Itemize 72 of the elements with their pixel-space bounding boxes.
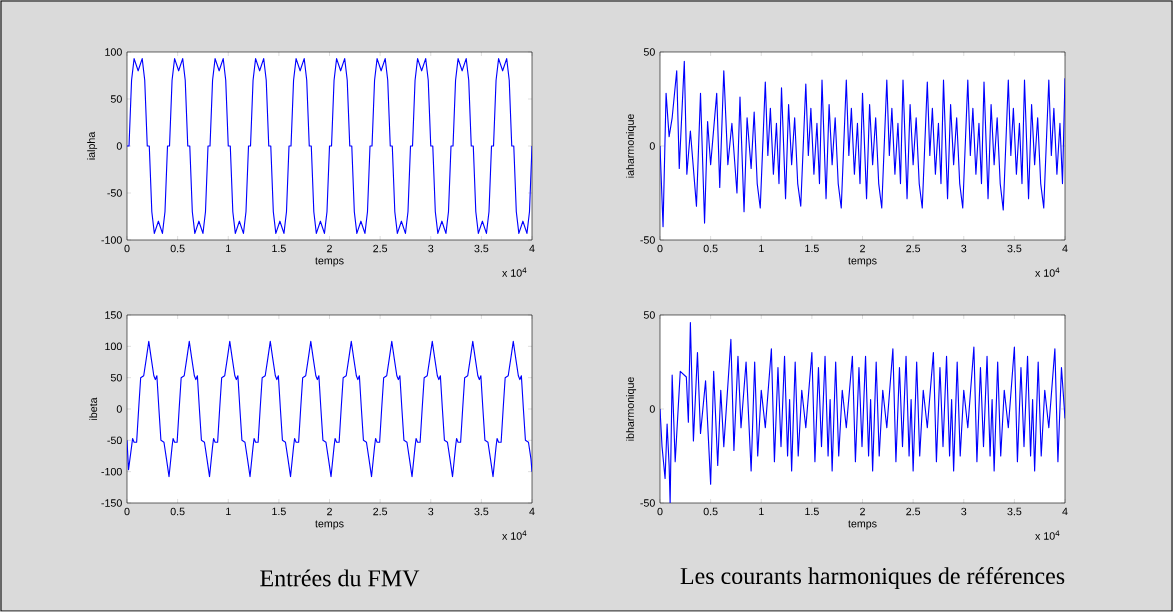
line-series <box>660 60 1066 228</box>
x-tick-label: 1 <box>759 507 764 516</box>
text: x 10$^{4}$ <box>1035 267 1060 277</box>
x-tick-label: 0 <box>657 507 663 516</box>
x-tick-label: 1 <box>759 244 764 253</box>
x-axis-title: temps <box>848 520 877 530</box>
x-tick-label: 0 <box>657 244 663 253</box>
text: Les courants harmoniques de références <box>680 567 1065 589</box>
y-tick-label: 0 <box>649 405 655 413</box>
text: x 10$^{4}$ <box>1035 530 1060 540</box>
line-series <box>127 58 533 234</box>
x-axis-title: temps <box>315 257 344 267</box>
text: Entrées du FMV <box>260 569 420 587</box>
text: x 10$^{4}$ <box>502 267 527 277</box>
x-tick-label: 2 <box>860 244 865 253</box>
y-axis-title: ibeta <box>89 397 98 420</box>
x-tick-label: 3.5 <box>1007 244 1022 253</box>
x-tick-label: 2.5 <box>373 244 388 253</box>
y-tick-label: 50 <box>643 311 655 319</box>
x-tick-label: 1.5 <box>272 507 286 516</box>
y-tick-label: 100 <box>105 48 122 56</box>
x-tick-label: 3.5 <box>474 244 489 253</box>
x-tick-label: 3 <box>961 507 967 516</box>
x-tick-label: 4 <box>529 244 535 253</box>
line-series <box>660 321 1066 503</box>
x-tick-label: 1.5 <box>805 507 819 516</box>
y-tick-label: -50 <box>107 189 122 197</box>
y-tick-label: 50 <box>643 48 655 56</box>
x-tick-label: 1.5 <box>272 244 286 253</box>
x-tick-label: 2 <box>327 507 332 516</box>
y-tick-label: 100 <box>105 342 122 351</box>
y-tick-label: -50 <box>107 436 122 445</box>
y-axis-title: ialpha <box>87 131 98 160</box>
x-tick-label: 2.5 <box>373 507 388 516</box>
x-tick-label: 1 <box>226 507 231 516</box>
x-tick-label: 0 <box>124 244 130 253</box>
y-tick-label: 0 <box>116 405 122 413</box>
x-tick-label: 0.5 <box>703 244 718 253</box>
y-tick-label: 0 <box>649 142 655 150</box>
y-tick-label: 150 <box>105 311 122 319</box>
x-tick-label: 4 <box>1062 507 1068 516</box>
x-tick-label: 1.5 <box>805 244 819 253</box>
y-axis-title: ibharmonique <box>626 377 637 441</box>
y-axis-title: iaharmonique <box>626 114 637 178</box>
x-tick-label: 0.5 <box>170 507 185 516</box>
y-tick-label: -100 <box>101 236 122 244</box>
x-tick-label: 3.5 <box>474 507 489 516</box>
x-tick-label: 3 <box>428 244 434 253</box>
x-tick-label: 4 <box>1062 244 1068 253</box>
x-tick-label: 2 <box>860 507 865 516</box>
x-tick-label: 4 <box>529 507 535 516</box>
y-tick-label: 50 <box>110 373 122 382</box>
x-axis-title: temps <box>315 520 344 530</box>
y-tick-label: 50 <box>110 95 122 103</box>
x-tick-label: 3 <box>428 507 434 516</box>
x-tick-label: 3.5 <box>1007 507 1022 516</box>
x-tick-label: 2.5 <box>906 244 921 253</box>
x-tick-label: 1 <box>226 244 231 253</box>
text: x 10$^{4}$ <box>502 530 527 540</box>
y-tick-label: -100 <box>101 467 122 476</box>
y-tick-label: 0 <box>116 142 122 150</box>
x-axis-title: temps <box>848 257 877 267</box>
y-tick-label: -150 <box>101 499 122 507</box>
x-tick-label: 2 <box>327 244 332 253</box>
x-tick-label: 0.5 <box>703 507 718 516</box>
line-series <box>127 340 533 478</box>
y-tick-label: -50 <box>640 499 655 507</box>
x-tick-label: 2.5 <box>906 507 921 516</box>
y-tick-label: -50 <box>640 236 655 244</box>
x-tick-label: 0.5 <box>170 244 185 253</box>
x-tick-label: 3 <box>961 244 967 253</box>
x-tick-label: 0 <box>124 507 130 516</box>
